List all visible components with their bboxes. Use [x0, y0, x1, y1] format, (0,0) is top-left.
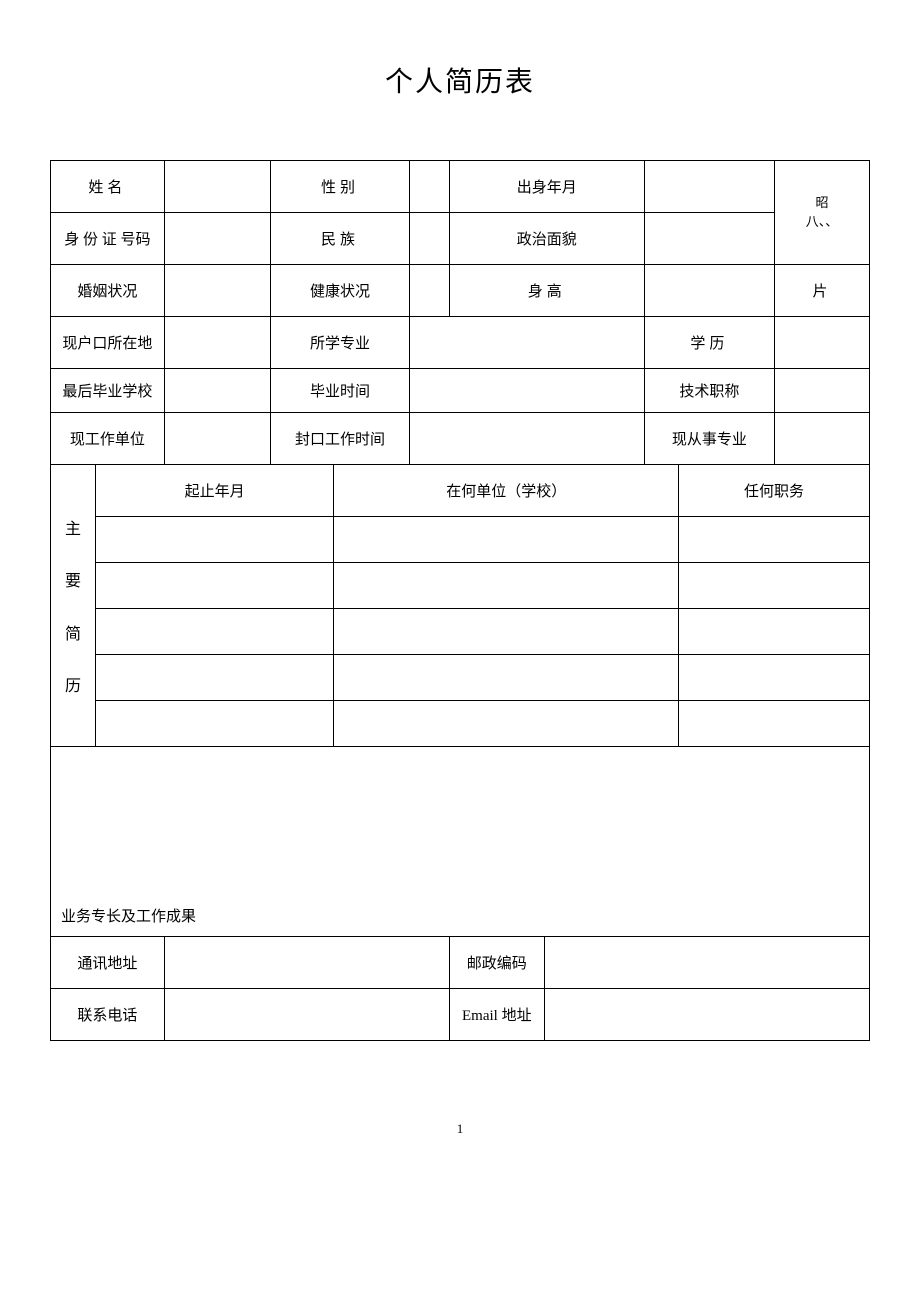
value-seal-time — [409, 413, 644, 465]
label-postcode: 邮政编码 — [449, 937, 544, 989]
photo-cell-bottom: 片 — [774, 265, 869, 317]
label-history-position: 任何职务 — [679, 465, 870, 517]
value-address — [164, 937, 449, 989]
label-current-employer: 现工作单位 — [51, 413, 165, 465]
value-education — [774, 317, 869, 369]
value-last-school — [164, 369, 270, 413]
label-seal-time: 封口工作时间 — [271, 413, 409, 465]
history-position-cell — [679, 609, 870, 655]
specialty-block: 业务专长及工作成果 — [51, 747, 870, 937]
value-height — [644, 265, 774, 317]
label-phone: 联系电话 — [51, 989, 165, 1041]
value-health — [409, 265, 449, 317]
value-tech-title — [774, 369, 869, 413]
label-political: 政治面貌 — [449, 213, 644, 265]
value-current-employer — [164, 413, 270, 465]
value-phone — [164, 989, 449, 1041]
label-health: 健康状况 — [271, 265, 409, 317]
value-postcode — [544, 937, 869, 989]
label-name: 姓名 — [51, 161, 165, 213]
value-hukou — [164, 317, 270, 369]
value-email — [544, 989, 869, 1041]
history-period-cell — [96, 701, 334, 747]
value-ethnicity — [409, 213, 449, 265]
label-tech-title: 技术职称 — [644, 369, 774, 413]
history-unit-cell — [334, 563, 679, 609]
label-marital: 婚姻状况 — [51, 265, 165, 317]
value-current-field — [774, 413, 869, 465]
label-specialty: 业务专长及工作成果 — [61, 909, 196, 925]
history-unit-cell — [334, 655, 679, 701]
value-major — [409, 317, 644, 369]
history-side-char: 要 — [65, 567, 81, 591]
resume-table: 姓名 性别 出身年月 昭 八、、 身 份 证 号码 民族 政治面貌 婚姻状况 健… — [50, 160, 870, 1041]
value-grad-time — [409, 369, 644, 413]
value-marital — [164, 265, 270, 317]
label-email: Email 地址 — [449, 989, 544, 1041]
value-name — [164, 161, 270, 213]
value-birth — [644, 161, 774, 213]
history-side-char: 主 — [65, 515, 81, 539]
label-gender: 性别 — [271, 161, 409, 213]
history-period-cell — [96, 563, 334, 609]
history-unit-cell — [334, 517, 679, 563]
history-unit-cell — [334, 609, 679, 655]
label-birth: 出身年月 — [449, 161, 644, 213]
resume-form-page: 个人简历表 姓名 性别 出身年月 昭 八、、 身 份 证 号码 — [50, 60, 870, 1137]
history-position-cell — [679, 517, 870, 563]
label-history-side: 主 要 简 历 — [51, 465, 96, 747]
page-title: 个人简历表 — [50, 60, 870, 100]
history-period-cell — [96, 609, 334, 655]
label-history-period: 起止年月 — [96, 465, 334, 517]
history-side-char: 历 — [65, 672, 81, 696]
history-side-char: 简 — [65, 620, 81, 644]
label-current-field: 现从事专业 — [644, 413, 774, 465]
value-gender — [409, 161, 449, 213]
label-id-number: 身 份 证 号码 — [51, 213, 165, 265]
history-position-cell — [679, 655, 870, 701]
photo-cell-top: 昭 八、、 — [774, 161, 869, 265]
label-grad-time: 毕业时间 — [271, 369, 409, 413]
history-position-cell — [679, 701, 870, 747]
history-period-cell — [96, 655, 334, 701]
label-education: 学历 — [644, 317, 774, 369]
page-number: 1 — [50, 1121, 870, 1137]
label-last-school: 最后毕业学校 — [51, 369, 165, 413]
label-ethnicity: 民族 — [271, 213, 409, 265]
label-hukou: 现户口所在地 — [51, 317, 165, 369]
history-position-cell — [679, 563, 870, 609]
value-political — [644, 213, 774, 265]
label-address: 通讯地址 — [51, 937, 165, 989]
history-period-cell — [96, 517, 334, 563]
label-history-unit: 在何单位（学校） — [334, 465, 679, 517]
value-id-number — [164, 213, 270, 265]
history-unit-cell — [334, 701, 679, 747]
label-height: 身高 — [449, 265, 644, 317]
label-major: 所学专业 — [271, 317, 409, 369]
